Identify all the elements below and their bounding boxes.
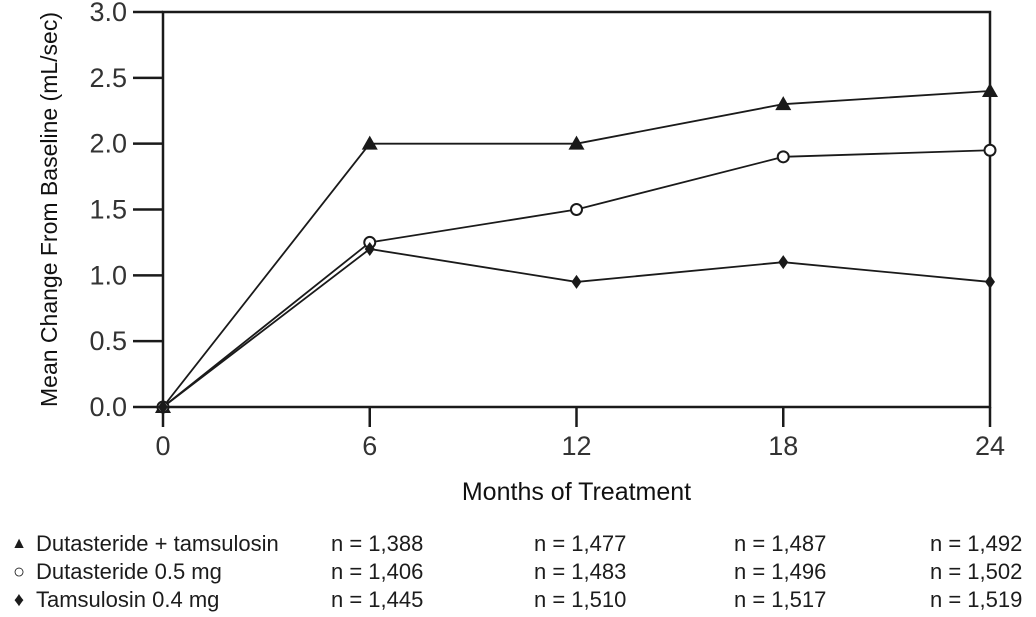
marker-open-circle	[776, 150, 790, 164]
qmax-line-chart: 0.0 0.5 1.0 1.5 2.0 2.5 3.0 0 6 12 18 24 Mean Change…	[36, 0, 1005, 506]
y-tick-label: 0.5	[89, 326, 127, 356]
x-tick-label: 18	[768, 431, 798, 461]
legend-row-dutasteride-tamsulosin: ▲ Dutasteride + tamsulosin n = 1,388 n =…	[0, 531, 1036, 557]
marker-filled-triangle	[361, 135, 378, 150]
marker-filled-triangle	[568, 135, 585, 150]
y-tick-label: 2.0	[89, 129, 127, 159]
n-count-month-24: n = 1,502	[930, 559, 1023, 584]
y-axis-title: Mean Change From Baseline (mL/sec)	[36, 12, 62, 407]
marker-filled-diamond	[158, 400, 168, 414]
n-count-month-12: n = 1,477	[534, 531, 627, 556]
n-count-month-18: n = 1,496	[734, 559, 827, 584]
n-count-month-6: n = 1,406	[331, 559, 424, 584]
marker-filled-triangle	[982, 83, 998, 97]
n-count-month-18: n = 1,487	[734, 531, 827, 556]
marker-filled-diamond	[364, 242, 375, 256]
legend-series-label: Dutasteride + tamsulosin	[36, 531, 279, 556]
y-tick-label: 3.0	[89, 0, 127, 27]
n-count-month-24: n = 1,519	[930, 587, 1023, 612]
open-circle-icon: ○	[12, 561, 26, 583]
x-tick-label: 0	[155, 431, 170, 461]
marker-open-circle	[570, 203, 583, 216]
legend-series-label: Tamsulosin 0.4 mg	[36, 587, 220, 612]
x-tick-label: 24	[975, 431, 1005, 461]
filled-diamond-icon: ♦	[13, 589, 25, 611]
x-tick-label: 12	[561, 431, 591, 461]
y-tick-label: 2.5	[89, 63, 127, 93]
marker-open-circle	[983, 143, 997, 157]
x-tick-label: 6	[362, 431, 377, 461]
y-tick-label: 1.5	[89, 195, 127, 225]
legend-row-tamsulosin: ♦ Tamsulosin 0.4 mg n = 1,445 n = 1,510 …	[0, 587, 1036, 613]
y-tick-label: 1.0	[89, 260, 127, 290]
series-line-tamsulosin-0-4-mg	[162, 248, 991, 408]
n-count-month-12: n = 1,483	[534, 559, 627, 584]
legend-row-dutasteride: ○ Dutasteride 0.5 mg n = 1,406 n = 1,483…	[0, 559, 1036, 585]
y-tick-label: 0.0	[89, 392, 127, 422]
marker-filled-diamond	[571, 274, 582, 289]
n-count-month-12: n = 1,510	[534, 587, 627, 612]
marker-filled-diamond	[985, 274, 995, 289]
n-count-month-6: n = 1,388	[331, 531, 424, 556]
marker-filled-diamond	[778, 255, 789, 270]
legend-series-label: Dutasteride 0.5 mg	[36, 559, 222, 584]
x-axis-title: Months of Treatment	[462, 478, 691, 506]
filled-triangle-icon: ▲	[11, 535, 27, 552]
marker-filled-triangle	[775, 96, 792, 111]
n-count-month-18: n = 1,517	[734, 587, 827, 612]
n-count-month-6: n = 1,445	[331, 587, 424, 612]
n-count-month-24: n = 1,492	[930, 531, 1023, 556]
